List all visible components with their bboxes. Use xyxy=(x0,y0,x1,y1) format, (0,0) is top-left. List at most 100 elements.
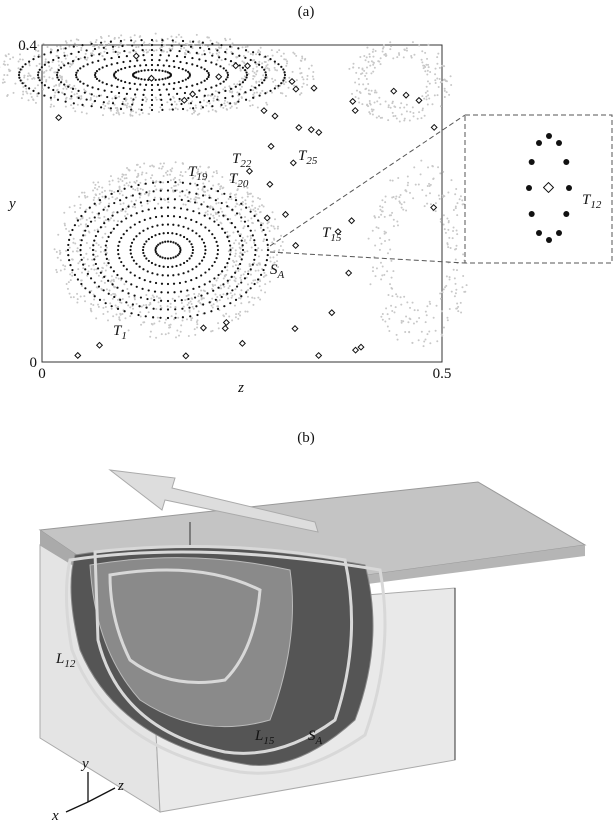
scatter-dot xyxy=(266,91,269,94)
orbit-dot xyxy=(266,253,269,257)
orbit-dot xyxy=(166,180,170,184)
orbit-dot xyxy=(138,220,141,224)
orbit-dot xyxy=(75,76,78,79)
scatter-dot xyxy=(299,93,302,96)
scatter-dot xyxy=(258,205,261,208)
scatter-dot xyxy=(280,55,283,58)
scatter-dot xyxy=(222,277,225,280)
scatter-dot xyxy=(206,189,209,192)
scatter-dot xyxy=(256,106,259,109)
scatter-dot xyxy=(184,170,187,173)
scatter-dot xyxy=(112,50,115,53)
orbit-dot xyxy=(154,247,157,250)
orbit-dot xyxy=(563,158,570,165)
scatter-dot xyxy=(193,198,196,201)
scatter-dot xyxy=(423,114,426,117)
orbit-dot xyxy=(144,182,147,185)
orbit-dot xyxy=(166,316,170,320)
scatter-dot xyxy=(284,81,287,84)
scatter-dot xyxy=(139,181,142,184)
scatter-dot xyxy=(125,104,128,107)
scatter-dot xyxy=(92,198,95,201)
scatter-dot xyxy=(429,342,432,345)
orbit-dot xyxy=(150,88,154,92)
scatter-dot xyxy=(120,209,123,212)
periodic-point xyxy=(182,352,190,360)
scatter-dot xyxy=(363,69,366,72)
orbit-dot xyxy=(222,80,225,83)
scatter-dot xyxy=(181,162,184,165)
orbit-dot xyxy=(52,88,55,92)
orbit-dot xyxy=(76,69,80,72)
scatter-dot xyxy=(277,86,280,89)
scatter-dot xyxy=(211,287,214,290)
render-3d xyxy=(38,469,587,813)
scatter-dot xyxy=(112,292,115,295)
orbit-dot xyxy=(216,49,219,52)
orbit-dot xyxy=(28,60,31,63)
scatter-dot xyxy=(223,274,226,277)
scatter-dot xyxy=(148,192,151,195)
scatter-dot xyxy=(402,56,405,59)
scatter-dot xyxy=(64,57,67,60)
scatter-dot xyxy=(69,97,72,100)
scatter-dot xyxy=(160,167,163,170)
scatter-dot xyxy=(189,107,192,110)
orbit-dot xyxy=(253,258,256,261)
scatter-dot xyxy=(359,55,362,58)
scatter-dot xyxy=(104,105,107,108)
scatter-dot xyxy=(261,62,264,65)
scatter-dot xyxy=(277,265,280,268)
scatter-dot xyxy=(137,172,140,175)
scatter-dot xyxy=(291,70,294,73)
orbit-dot xyxy=(217,211,220,214)
scatter-dot xyxy=(404,331,407,334)
scatter-dot xyxy=(96,228,99,231)
scatter-dot xyxy=(382,46,385,49)
orbit-dot xyxy=(151,225,154,228)
scatter-dot xyxy=(266,226,269,229)
orbit-dot xyxy=(132,238,135,241)
orbit-dot xyxy=(91,248,95,252)
scatter-dot xyxy=(282,52,285,55)
orbit-dot xyxy=(169,257,172,260)
orbit-dot xyxy=(109,231,113,234)
orbit-dot xyxy=(49,96,52,99)
orbit-dot xyxy=(563,210,570,217)
scatter-dot xyxy=(418,44,421,47)
scatter-dot xyxy=(181,319,184,322)
scatter-dot xyxy=(301,85,304,88)
orbit-dot xyxy=(224,96,227,100)
scatter-dot xyxy=(115,313,118,316)
scatter-dot xyxy=(92,304,95,307)
scatter-dot xyxy=(129,315,132,318)
orbit-dot xyxy=(189,45,193,48)
scatter-dot xyxy=(435,304,438,307)
orbit-dot xyxy=(74,73,78,77)
orbit-dot xyxy=(152,316,155,319)
scatter-dot xyxy=(171,47,174,50)
scatter-dot xyxy=(65,249,68,252)
scatter-dot xyxy=(179,330,182,333)
scatter-dot xyxy=(262,74,265,77)
orbit-dot xyxy=(249,88,252,92)
orbit-dot xyxy=(160,44,164,47)
scatter-dot xyxy=(439,220,442,223)
orbit-dot xyxy=(166,265,170,269)
scatter-dot xyxy=(130,97,133,100)
scatter-dot xyxy=(381,206,384,209)
periodic-point xyxy=(199,324,207,332)
orbit-dot xyxy=(159,242,162,245)
orbit-dot xyxy=(122,233,125,236)
scatter-dot xyxy=(128,169,131,172)
scatter-dot xyxy=(310,64,313,67)
scatter-dot xyxy=(198,41,201,44)
orbit-dot xyxy=(172,282,176,285)
orbit-dot xyxy=(119,298,122,301)
scatter-dot xyxy=(369,283,372,286)
scatter-dot xyxy=(391,179,394,182)
scatter-dot xyxy=(134,50,137,53)
scatter-dot xyxy=(412,111,415,114)
scatter-dot xyxy=(368,55,371,58)
scatter-dot xyxy=(409,191,412,194)
